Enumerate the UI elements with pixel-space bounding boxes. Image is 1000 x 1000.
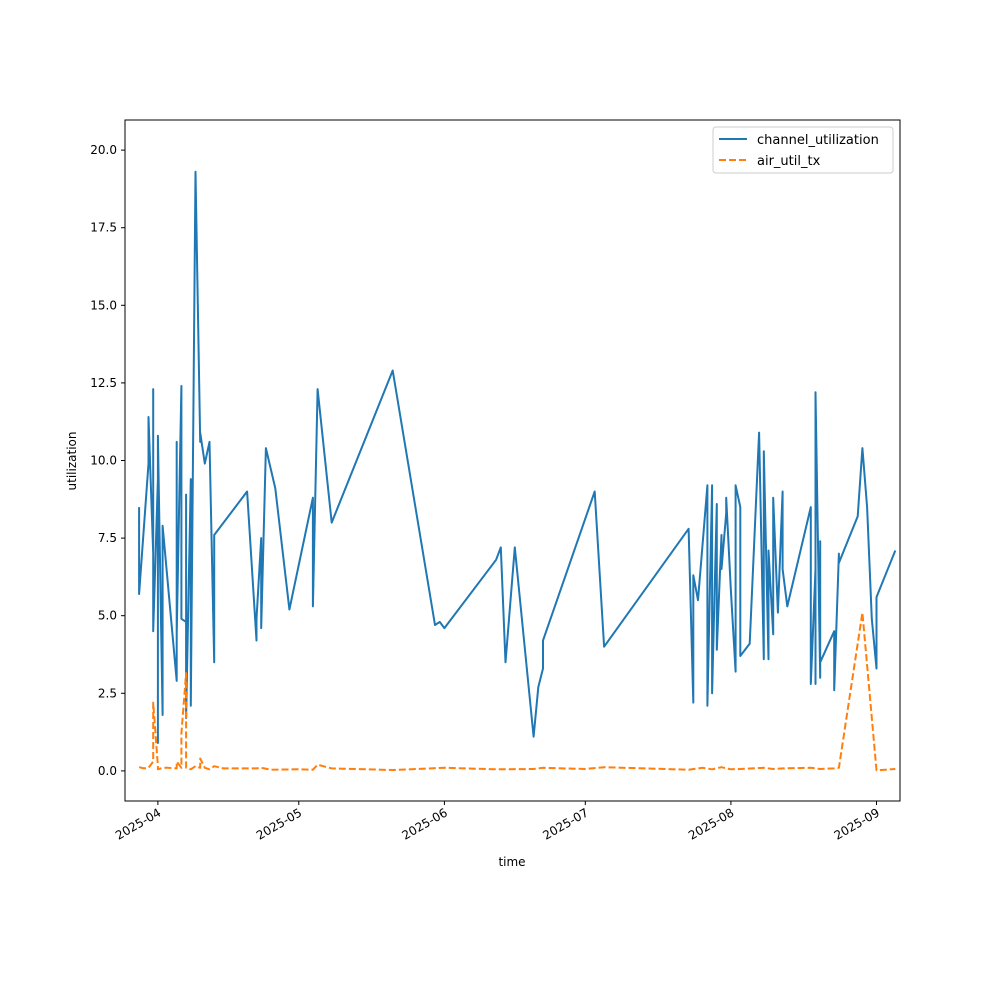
series-layer	[138, 170, 897, 772]
y-tick-label: 12.5	[90, 376, 117, 390]
x-tick-label: 2025-08	[686, 805, 736, 842]
y-tick-label: 7.5	[98, 531, 117, 545]
legend: channel_utilization air_util_tx	[712, 126, 894, 174]
y-tick-label: 17.5	[90, 221, 117, 235]
y-tick-label: 10.0	[90, 454, 117, 468]
y-axis: 0.0 2.5 5.0 7.5 10.0 12.5 15.0 17.5 20.0	[90, 143, 125, 778]
series-line-channel-utilization	[138, 170, 897, 744]
x-tick-label: 2025-05	[254, 805, 304, 842]
plot-area	[124, 119, 901, 802]
x-tick-label: 2025-09	[832, 805, 882, 842]
axes-frame	[124, 119, 901, 802]
y-tick-label: 5.0	[98, 609, 117, 623]
legend-box	[712, 126, 894, 174]
y-tick-label: 0.0	[98, 764, 117, 778]
series-line-air-util-tx	[138, 611, 896, 772]
y-axis-label: utilization	[65, 432, 79, 491]
legend-label-air-util-tx: air_util_tx	[757, 154, 821, 169]
x-tick-label: 2025-06	[399, 805, 449, 842]
x-tick-label: 2025-04	[113, 805, 163, 842]
x-axis-label: time	[498, 855, 525, 869]
y-tick-label: 20.0	[90, 143, 117, 157]
y-tick-label: 2.5	[98, 686, 117, 700]
y-tick-label: 15.0	[90, 298, 117, 312]
x-axis: 2025-04 2025-05 2025-06 2025-07 2025-08 2025-…	[113, 801, 882, 843]
x-tick-label: 2025-07	[540, 805, 590, 842]
legend-label-channel-utilization: channel_utilization	[757, 133, 879, 148]
